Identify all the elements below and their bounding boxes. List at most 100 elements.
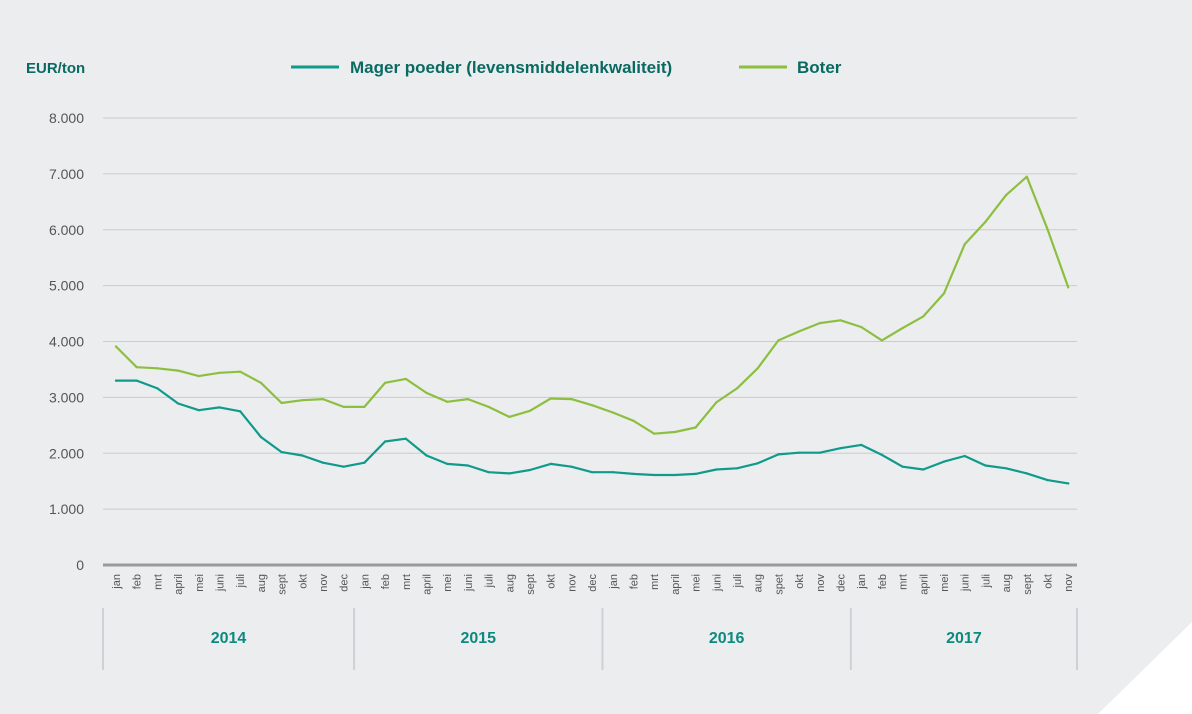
x-tick-label: spet (773, 574, 785, 595)
mager-poeder-point (901, 465, 904, 468)
x-tick-label: dec (836, 574, 848, 592)
mager-poeder-point (818, 451, 821, 454)
mager-poeder-point (984, 464, 987, 467)
mager-poeder-point (591, 471, 594, 474)
mager-poeder-point (756, 462, 759, 465)
mager-poeder-point (425, 454, 428, 457)
year-label-2016: 2016 (709, 630, 745, 647)
x-tick-label: nov (815, 574, 827, 592)
mager-poeder-point (301, 454, 304, 457)
x-tick-label: feb (380, 574, 392, 589)
mager-poeder-point (177, 402, 180, 405)
x-tick-label: juni (711, 574, 723, 592)
mager-poeder-point (942, 460, 946, 463)
x-tick-label: jan (608, 574, 620, 590)
mager-poeder-point (611, 471, 614, 474)
x-tick-label: okt (1043, 574, 1055, 589)
mager-poeder-point (342, 465, 345, 468)
x-tick-label: mei (442, 574, 454, 592)
x-tick-label: okt (297, 574, 309, 589)
boter-point (715, 401, 718, 404)
x-tick-label: sept (525, 574, 537, 595)
mager-poeder-point (715, 468, 718, 471)
mager-poeder-point (694, 472, 697, 475)
boter-point (798, 330, 801, 333)
boter-point (632, 419, 635, 422)
x-tick-label: juli (235, 574, 247, 588)
x-tick-label: jan (111, 574, 123, 590)
y-tick-label: 7.000 (49, 166, 84, 182)
mager-poeder-point (487, 471, 490, 474)
mager-poeder-point (632, 472, 635, 475)
mager-poeder-point (1046, 479, 1049, 482)
mager-poeder-point (156, 387, 159, 390)
boter-point (446, 400, 449, 403)
mager-poeder-point (1005, 467, 1008, 470)
mager-poeder-point (839, 447, 842, 450)
x-tick-label: aug (1001, 574, 1013, 592)
x-tick-label: aug (256, 574, 268, 592)
y-tick-label: 3.000 (49, 389, 84, 405)
mager-poeder-point (239, 410, 242, 413)
boter-point (301, 399, 304, 402)
x-tick-label: feb (877, 574, 889, 589)
mager-poeder-point (1067, 482, 1070, 485)
boter-point (404, 377, 407, 380)
boter-point (114, 345, 118, 348)
x-tick-label: nov (318, 574, 330, 592)
y-tick-label: 0 (76, 557, 84, 573)
x-tick-label: april (670, 574, 682, 595)
boter-point (1067, 286, 1070, 289)
x-tick-label: okt (546, 574, 558, 589)
boter-point (673, 430, 677, 434)
x-tick-label: juni (463, 574, 475, 592)
grid-layer (103, 117, 1077, 567)
y-tick-label: 2.000 (49, 445, 84, 461)
mager-poeder-point (135, 379, 138, 382)
x-tick-label: jan (359, 574, 371, 590)
boter-point (942, 292, 946, 295)
y-tick-label: 4.000 (49, 334, 84, 350)
boter-point (839, 319, 842, 322)
boter-point (363, 405, 366, 408)
boter-point (860, 325, 863, 329)
year-label-2015: 2015 (460, 630, 496, 647)
mager-poeder-point (798, 451, 801, 454)
x-tick-label: mei (194, 574, 206, 592)
x-tick-label: april (422, 574, 434, 595)
mager-poeder-point (466, 464, 469, 467)
x-tick-label: mrt (152, 574, 164, 590)
boter-point (466, 398, 469, 401)
x-tick-label: mei (939, 574, 951, 592)
boter-point (135, 366, 138, 369)
boter-point (321, 398, 325, 401)
x-tick-label: dec (587, 574, 599, 592)
x-tick-label: juli (980, 574, 992, 588)
x-tick-label: sept (1022, 574, 1034, 595)
boter-point (756, 367, 759, 370)
boter-point (880, 339, 884, 342)
x-axis-ticks: jan feb mrt april mei juni juli aug sept okt nov de… (111, 574, 1075, 595)
boter-point (735, 387, 739, 390)
series-line-boter (114, 175, 1070, 435)
x-tick-label: mrt (898, 574, 910, 590)
mager-poeder-point (528, 468, 532, 472)
mager-poeder-point (777, 453, 780, 456)
x-tick-label: juni (960, 574, 972, 592)
y-tick-label: 8.000 (49, 110, 84, 126)
x-tick-label: feb (629, 574, 641, 589)
mager-poeder-point (1025, 472, 1028, 475)
boter-point (425, 391, 428, 394)
boter-point (963, 243, 966, 246)
y-tick-label: 1.000 (49, 501, 84, 517)
legend-label-boter: Boter (797, 58, 842, 77)
boter-point (694, 426, 697, 429)
legend: Mager poeder (levensmiddelenkwaliteit) B… (291, 58, 842, 77)
x-tick-label: aug (504, 574, 516, 592)
boter-point (1025, 175, 1028, 178)
mager-poeder-point (673, 473, 677, 477)
x-tick-label: mrt (649, 574, 661, 590)
year-label-2014: 2014 (211, 630, 247, 647)
year-label-2017: 2017 (946, 630, 982, 647)
